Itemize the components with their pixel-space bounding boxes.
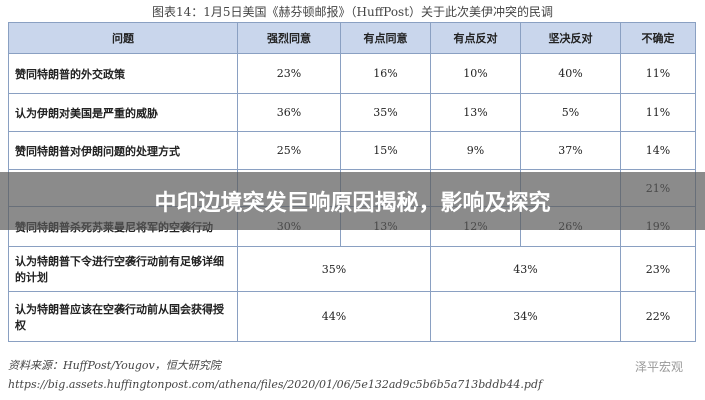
overlay-banner: 中印边境突发巨响原因揭秘，影响及探究: [0, 172, 705, 230]
question-cell: 认为伊朗对美国是严重的威胁: [8, 93, 238, 132]
value-cell: 23%: [237, 53, 341, 94]
header-cell: 有点同意: [340, 22, 431, 54]
table-row: 认为特朗普下令进行空袭行动前有足够详细的计划 35% 43% 23%: [8, 246, 696, 292]
value-cell: 35%: [237, 246, 431, 292]
value-cell: 23%: [620, 246, 696, 292]
header-cell: 坚决反对: [520, 22, 621, 54]
question-cell: 认为特朗普应该在空袭行动前从国会获得授权: [8, 291, 238, 342]
value-cell: 40%: [520, 53, 621, 94]
header-cell: 不确定: [620, 22, 696, 54]
table-row: 赞同特朗普的外交政策 23% 16% 10% 40% 11%: [8, 53, 696, 94]
value-cell: 35%: [340, 93, 431, 132]
value-cell: 37%: [520, 131, 621, 170]
value-cell: 11%: [620, 53, 696, 94]
figure-title: 图表14：1月5日美国《赫芬顿邮报》（HuffPost）关于此次美伊冲突的民调: [151, 5, 554, 19]
table-row: 认为特朗普应该在空袭行动前从国会获得授权 44% 34% 22%: [8, 291, 696, 342]
value-cell: 5%: [520, 93, 621, 132]
source-note: 资料来源：HuffPost/Yougov，恒大研究院: [8, 359, 221, 372]
value-cell: 9%: [430, 131, 521, 170]
value-cell: 11%: [620, 93, 696, 132]
value-cell: 14%: [620, 131, 696, 170]
value-cell: 34%: [430, 291, 621, 342]
table-row: 赞同特朗普对伊朗问题的处理方式 25% 15% 9% 37% 14%: [8, 131, 696, 170]
value-cell: 22%: [620, 291, 696, 342]
header-cell: 有点反对: [430, 22, 521, 54]
question-cell: 认为特朗普下令进行空袭行动前有足够详细的计划: [8, 246, 238, 292]
value-cell: 25%: [237, 131, 341, 170]
header-cell: 强烈同意: [237, 22, 341, 54]
value-cell: 43%: [430, 246, 621, 292]
value-cell: 44%: [237, 291, 431, 342]
source-url: https://big.assets.huffingtonpost.com/at…: [8, 378, 543, 391]
watermark: 泽平宏观: [634, 360, 683, 374]
table-row: 认为伊朗对美国是严重的威胁 36% 35% 13% 5% 11%: [8, 93, 696, 132]
value-cell: 10%: [430, 53, 521, 94]
question-cell: 赞同特朗普的外交政策: [8, 53, 238, 94]
value-cell: 15%: [340, 131, 431, 170]
value-cell: 16%: [340, 53, 431, 94]
question-cell: 赞同特朗普对伊朗问题的处理方式: [8, 131, 238, 170]
header-row: 问题 强烈同意 有点同意 有点反对 坚决反对 不确定: [8, 22, 696, 54]
value-cell: 13%: [430, 93, 521, 132]
value-cell: 36%: [237, 93, 341, 132]
header-cell: 问题: [8, 22, 238, 54]
